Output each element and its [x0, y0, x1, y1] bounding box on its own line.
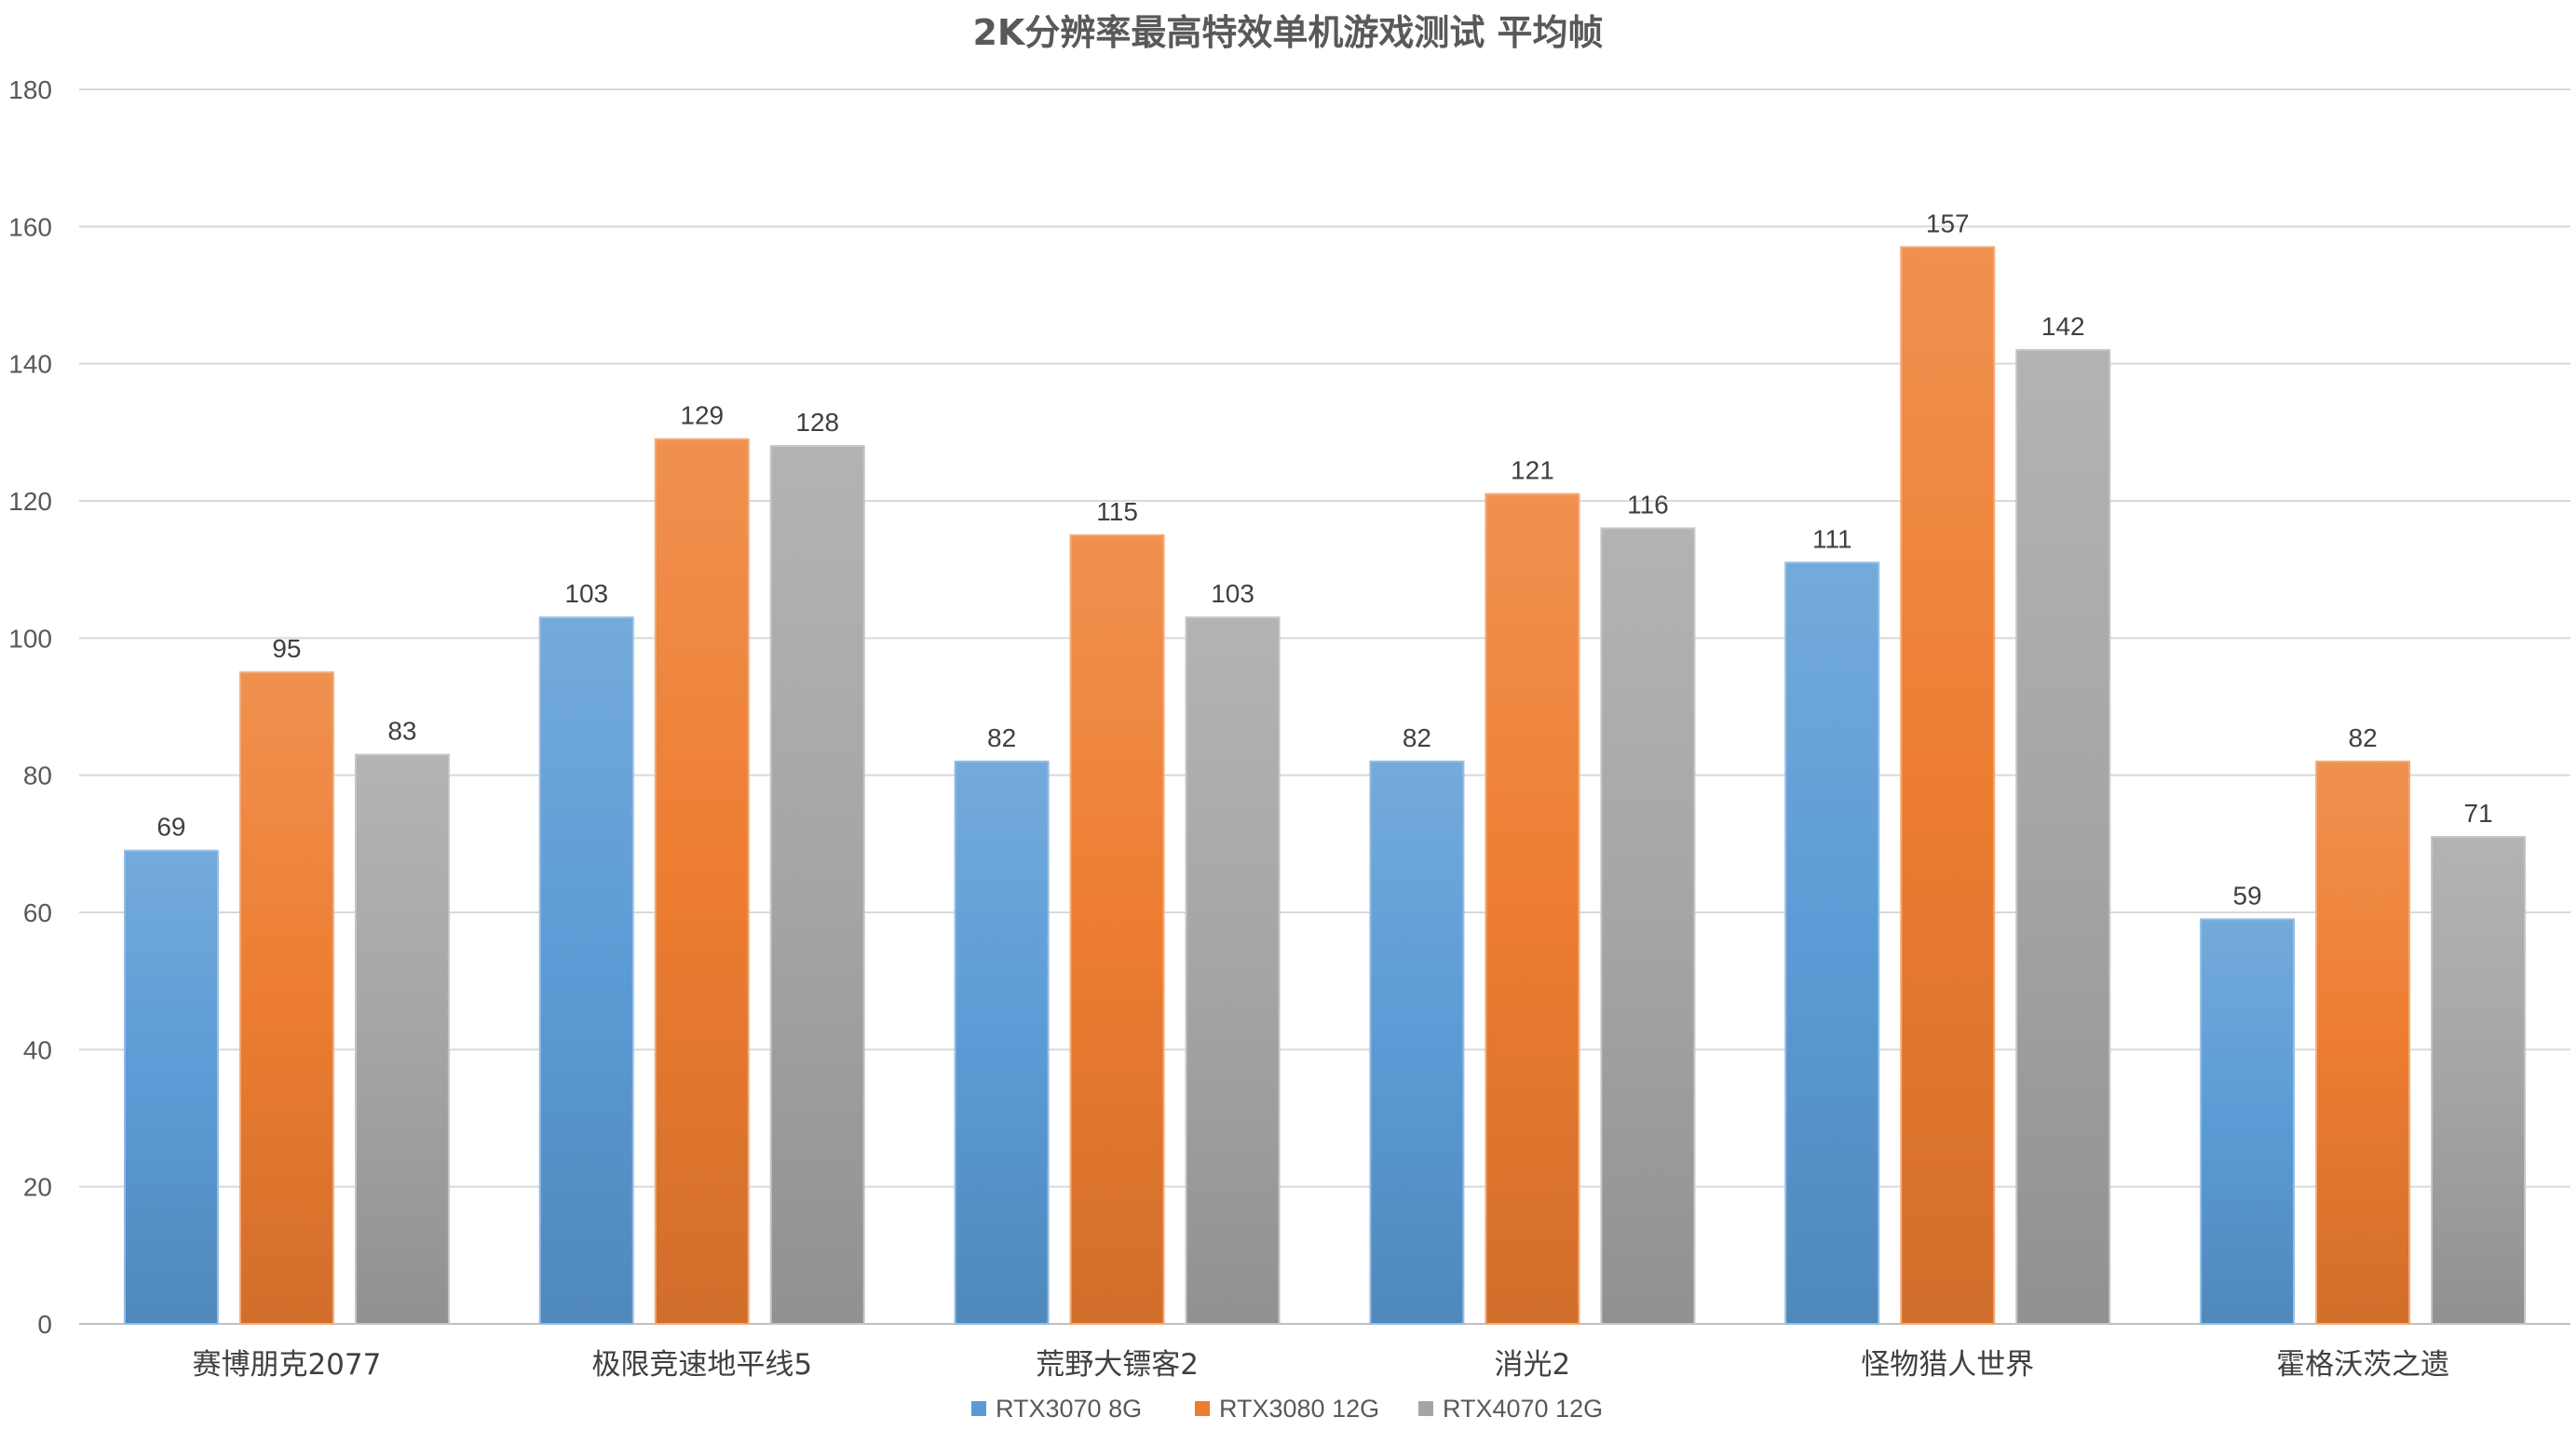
legend-swatch	[1418, 1401, 1433, 1416]
data-label: 115	[1096, 497, 1138, 526]
bar	[238, 671, 334, 1325]
data-label: 129	[680, 401, 724, 430]
y-tick-label: 120	[8, 487, 52, 516]
data-labels: 69 95 83 103 129 128 82 115 103 82 121 116 111 157 142…	[156, 209, 2492, 910]
data-label: 142	[2041, 312, 2085, 341]
bar	[1069, 533, 1165, 1325]
bar	[1485, 493, 1580, 1325]
chart-title: 2K分辨率最高特效单机游戏测试 平均帧	[972, 12, 1603, 53]
bar	[123, 849, 219, 1325]
bar	[1185, 616, 1281, 1325]
y-tick-label: 20	[23, 1173, 52, 1202]
legend-label: RTX4070 12G	[1443, 1395, 1603, 1423]
bar	[654, 438, 750, 1325]
bar	[1784, 561, 1880, 1325]
x-category-label: 霍格沃茨之遗	[2276, 1348, 2449, 1382]
data-label: 82	[2349, 723, 2378, 752]
y-axis-ticks: 0 20 40 60 80 100 120 140 160 180	[8, 75, 52, 1339]
x-category-label: 消光2	[1495, 1348, 1571, 1382]
bar	[769, 445, 865, 1326]
data-label: 111	[1812, 524, 1852, 553]
bar	[2015, 348, 2111, 1325]
bar	[1900, 246, 1996, 1325]
legend-swatch	[1195, 1401, 1210, 1416]
x-category-label: 荒野大镖客2	[1036, 1348, 1199, 1382]
gridlines	[79, 88, 2570, 1325]
bar	[1369, 760, 1465, 1325]
bars	[123, 246, 2527, 1326]
data-label: 59	[2233, 881, 2262, 910]
x-axis-categories: 赛博朋克2077 极限竞速地平线5 荒野大镖客2 消光2 怪物猎人世界 霍格沃茨之遗	[192, 1348, 2449, 1382]
y-tick-label: 180	[8, 75, 52, 104]
bar	[954, 760, 1050, 1325]
bar	[2315, 760, 2411, 1325]
legend-swatch	[971, 1401, 986, 1416]
bar	[2200, 918, 2296, 1325]
data-label: 157	[1926, 209, 1970, 237]
data-label: 121	[1511, 456, 1554, 485]
data-label: 95	[272, 634, 301, 663]
data-label: 103	[1211, 579, 1254, 608]
bar	[1600, 527, 1696, 1325]
data-label: 69	[156, 813, 185, 842]
data-label: 83	[387, 717, 416, 746]
legend: RTX3070 8G RTX3080 12G RTX4070 12G	[971, 1395, 1603, 1423]
data-label: 116	[1627, 490, 1669, 519]
data-label: 82	[1403, 723, 1431, 752]
x-category-label: 怪物猎人世界	[1861, 1348, 2034, 1382]
data-label: 103	[564, 579, 608, 608]
y-tick-label: 60	[23, 898, 52, 927]
data-label: 128	[795, 408, 839, 437]
y-tick-label: 140	[8, 350, 52, 379]
bar	[2431, 835, 2527, 1325]
data-label: 71	[2464, 799, 2493, 828]
x-category-label: 赛博朋克2077	[192, 1348, 381, 1382]
y-tick-label: 0	[37, 1310, 52, 1339]
y-tick-label: 160	[8, 212, 52, 241]
legend-label: RTX3080 12G	[1219, 1395, 1379, 1423]
legend-label: RTX3070 8G	[996, 1395, 1142, 1423]
y-tick-label: 80	[23, 762, 52, 790]
y-tick-label: 40	[23, 1035, 52, 1064]
bar	[538, 616, 634, 1325]
data-label: 82	[987, 723, 1016, 752]
bar	[354, 753, 450, 1325]
x-category-label: 极限竞速地平线5	[591, 1348, 812, 1382]
y-tick-label: 100	[8, 624, 52, 653]
